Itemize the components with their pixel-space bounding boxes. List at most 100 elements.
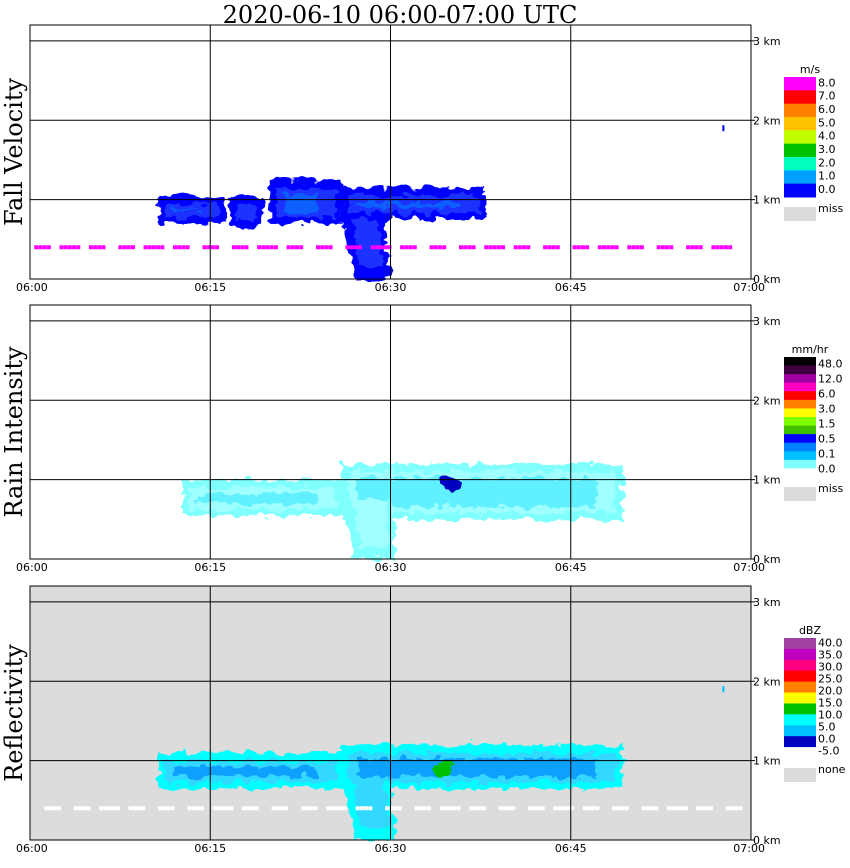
y-tick-label: 0 km bbox=[753, 834, 781, 847]
colorbar-miss-label: miss bbox=[818, 482, 844, 495]
clutter-bin bbox=[257, 245, 262, 250]
clutter-bin bbox=[728, 245, 733, 250]
clutter-bin bbox=[72, 245, 77, 250]
clutter-bin bbox=[501, 245, 506, 250]
clutter-bin bbox=[383, 245, 388, 250]
plot-frame bbox=[29, 585, 752, 841]
x-tick-label: 07:00 bbox=[733, 561, 765, 574]
colorbar-label: 1.5 bbox=[818, 418, 836, 431]
clutter-bin bbox=[46, 245, 51, 250]
clutter-bin bbox=[88, 245, 93, 250]
clutter-bin bbox=[242, 806, 247, 811]
colorbar-label: 3.0 bbox=[818, 143, 836, 156]
clutter-bin bbox=[290, 245, 295, 250]
colorbar-label: 5.0 bbox=[818, 720, 836, 733]
colorbar-swatch bbox=[784, 90, 816, 105]
clutter-bin bbox=[467, 245, 472, 250]
colorbar-swatch bbox=[784, 117, 816, 131]
clutter-bin bbox=[641, 806, 646, 811]
clutter-bin bbox=[665, 245, 670, 250]
clutter-bin bbox=[147, 245, 152, 250]
clutter-bin bbox=[620, 806, 625, 811]
clutter-bin bbox=[118, 245, 123, 250]
clutter-bin bbox=[279, 806, 284, 811]
colorbar-swatch bbox=[784, 459, 816, 469]
clutter-bin bbox=[206, 245, 211, 250]
clutter-bin bbox=[513, 245, 518, 250]
y-tick-label: 2 km bbox=[753, 114, 781, 127]
clutter-bin bbox=[439, 806, 444, 811]
clutter-bin bbox=[715, 245, 720, 250]
clutter-bin bbox=[610, 245, 615, 250]
echo-layer bbox=[158, 744, 623, 840]
clutter-bin bbox=[492, 245, 497, 250]
colorbar-label: 10.0 bbox=[818, 708, 843, 721]
clutter-bin bbox=[141, 806, 146, 811]
clutter-bin bbox=[244, 245, 249, 250]
y-tick-label: 3 km bbox=[753, 315, 781, 328]
clutter-bin bbox=[38, 245, 43, 250]
clutter-bin bbox=[101, 245, 106, 250]
clutter-bin bbox=[76, 245, 81, 250]
clutter-bin bbox=[576, 245, 581, 250]
clutter-bin bbox=[553, 806, 558, 811]
colorbar-label: 6.0 bbox=[818, 388, 836, 401]
x-tick-label: 06:15 bbox=[194, 561, 226, 574]
clutter-bin bbox=[526, 245, 531, 250]
clutter-bin bbox=[326, 806, 331, 811]
clutter-bin bbox=[507, 806, 512, 811]
clutter-bin bbox=[511, 806, 516, 811]
clutter-bin bbox=[522, 245, 527, 250]
panel-reflectivity: 0 km 1 km 2 km 3 km 06:00 06:15 06:30 06:45 07:0… bbox=[0, 585, 846, 855]
colorbar-label: 0.0 bbox=[818, 463, 836, 476]
clutter-bin bbox=[271, 806, 276, 811]
clutter-bin bbox=[397, 806, 402, 811]
clutter-bin bbox=[324, 245, 329, 250]
fallstreak-core bbox=[352, 219, 385, 268]
clutter-bin bbox=[315, 245, 320, 250]
clutter-bin bbox=[532, 806, 537, 811]
clutter-bin bbox=[143, 245, 148, 250]
echo-dot bbox=[722, 125, 725, 132]
x-tick-label: 06:45 bbox=[555, 561, 587, 574]
clutter-bin bbox=[63, 245, 68, 250]
clutter-bin bbox=[463, 245, 468, 250]
clutter-bin bbox=[719, 245, 724, 250]
clutter-bin bbox=[536, 806, 541, 811]
echo-inner bbox=[356, 201, 460, 208]
clutter-bin bbox=[215, 245, 220, 250]
clutter-bin bbox=[284, 806, 289, 811]
echo-layer bbox=[182, 463, 623, 559]
clutter-bin bbox=[202, 245, 207, 250]
clutter-bin bbox=[694, 245, 699, 250]
colorbar-label: 12.0 bbox=[818, 373, 843, 386]
y-tick-label: 1 km bbox=[753, 194, 781, 207]
panel-fall-velocity: 0 km 1 km 2 km 3 km 06:00 06:15 06:30 06:45 07:0… bbox=[0, 24, 844, 294]
colorbar-swatch bbox=[784, 670, 816, 683]
clutter-bin bbox=[286, 245, 291, 250]
colorbar-miss-swatch bbox=[784, 768, 816, 782]
clutter-bin bbox=[570, 806, 575, 811]
clutter-bin bbox=[540, 806, 545, 811]
clutter-bin bbox=[246, 806, 251, 811]
clutter-bin bbox=[103, 806, 108, 811]
colorbar-swatch bbox=[784, 391, 816, 401]
clutter-bin bbox=[294, 245, 299, 250]
clutter-bin bbox=[612, 806, 617, 811]
clutter-bin bbox=[126, 245, 131, 250]
x-tick-label: 07:00 bbox=[733, 281, 765, 294]
panel-rain-intensity: 0 km 1 km 2 km 3 km 06:00 06:15 06:30 06:45 07:0… bbox=[0, 304, 844, 574]
clutter-bin bbox=[582, 806, 587, 811]
clutter-bin bbox=[498, 806, 503, 811]
clutter-bin bbox=[572, 245, 577, 250]
clutter-bin bbox=[250, 806, 255, 811]
clutter-bin bbox=[82, 806, 87, 811]
colorbar-label: 25.0 bbox=[818, 672, 843, 685]
y-tick-label: 3 km bbox=[753, 35, 781, 48]
clutter-bin bbox=[57, 806, 62, 811]
x-tick-label: 06:30 bbox=[375, 561, 407, 574]
clutter-bin bbox=[639, 245, 644, 250]
clutter-bin bbox=[166, 806, 171, 811]
clutter-bin bbox=[374, 245, 379, 250]
clutter-bin bbox=[650, 806, 655, 811]
